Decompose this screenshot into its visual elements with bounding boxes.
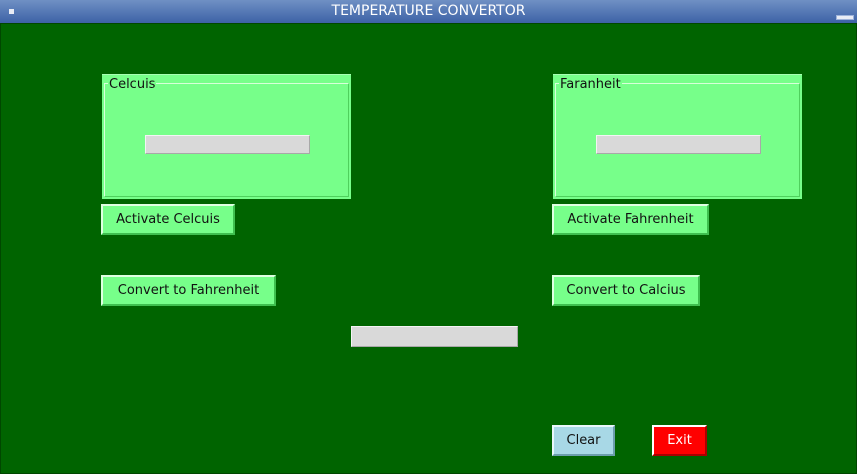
celsius-input[interactable]: [145, 135, 310, 154]
celsius-group: Celcuis: [102, 74, 351, 199]
convert-to-celsius-button[interactable]: Convert to Calcius: [552, 275, 700, 306]
exit-button[interactable]: Exit: [652, 425, 707, 456]
fahrenheit-group-border: [555, 83, 800, 197]
activate-fahrenheit-button[interactable]: Activate Fahrenheit: [552, 204, 709, 235]
title-bar[interactable]: TEMPERATURE CONVERTOR: [0, 0, 857, 23]
result-output[interactable]: [351, 326, 518, 347]
fahrenheit-input[interactable]: [596, 135, 761, 154]
fahrenheit-group: Faranheit: [553, 74, 802, 199]
fahrenheit-group-label: Faranheit: [559, 77, 622, 92]
main-window: Celcuis Faranheit Activate Celcuis Activ…: [0, 23, 857, 474]
window-title: TEMPERATURE CONVERTOR: [331, 3, 526, 19]
celsius-group-border: [104, 83, 349, 197]
activate-celsius-button[interactable]: Activate Celcuis: [101, 204, 235, 235]
minimize-icon[interactable]: [836, 15, 854, 20]
celsius-group-label: Celcuis: [108, 77, 157, 92]
window-menu-icon[interactable]: [9, 9, 14, 14]
convert-to-fahrenheit-button[interactable]: Convert to Fahrenheit: [101, 275, 276, 306]
clear-button[interactable]: Clear: [552, 425, 615, 456]
